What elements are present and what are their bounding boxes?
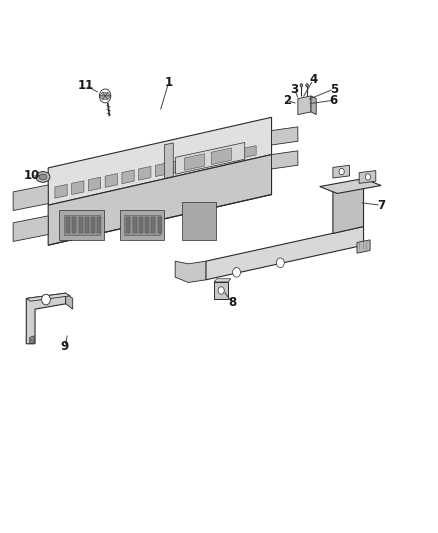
Polygon shape [91,217,95,232]
Circle shape [30,339,32,341]
Circle shape [42,294,50,305]
Polygon shape [85,217,89,232]
Polygon shape [211,148,231,165]
Polygon shape [105,96,111,100]
Polygon shape [189,156,201,169]
Polygon shape [311,96,316,115]
Polygon shape [126,217,131,232]
Polygon shape [272,127,298,145]
Polygon shape [298,96,311,115]
Polygon shape [155,163,168,176]
Polygon shape [139,166,151,180]
Polygon shape [320,179,381,193]
Polygon shape [178,160,190,172]
Text: 6: 6 [330,94,338,107]
Polygon shape [105,92,111,96]
Polygon shape [66,293,73,309]
Circle shape [276,258,284,268]
Polygon shape [48,117,272,205]
Circle shape [233,268,240,277]
Polygon shape [184,154,205,171]
Circle shape [306,84,308,87]
Polygon shape [102,92,108,96]
Polygon shape [102,96,108,100]
Polygon shape [55,184,67,198]
Polygon shape [158,217,162,232]
Polygon shape [97,217,101,232]
Polygon shape [66,217,70,232]
Text: 7: 7 [377,199,385,212]
Polygon shape [357,240,370,253]
Polygon shape [105,174,117,188]
Polygon shape [206,152,218,166]
Polygon shape [333,181,364,233]
Polygon shape [99,92,105,96]
Text: 11: 11 [77,79,94,92]
Polygon shape [175,261,206,282]
Text: 5: 5 [330,83,338,95]
Polygon shape [30,336,34,344]
Polygon shape [172,159,184,173]
Polygon shape [99,96,105,100]
Polygon shape [13,185,48,211]
Polygon shape [60,209,104,240]
Polygon shape [152,217,155,232]
Polygon shape [48,155,272,245]
Polygon shape [120,209,164,240]
Text: 1: 1 [165,76,173,89]
Polygon shape [72,217,76,232]
Polygon shape [139,217,143,232]
Text: 9: 9 [61,340,69,353]
Polygon shape [176,142,245,174]
Circle shape [339,168,344,175]
Polygon shape [26,293,66,344]
Polygon shape [78,217,83,232]
Polygon shape [64,215,99,235]
Polygon shape [244,146,256,158]
Ellipse shape [36,172,50,182]
Circle shape [218,287,224,294]
Ellipse shape [39,174,47,180]
Circle shape [365,174,371,180]
Polygon shape [26,293,70,301]
Polygon shape [214,279,231,282]
Circle shape [300,84,303,87]
Polygon shape [272,151,298,169]
Polygon shape [214,282,228,299]
Polygon shape [164,143,173,179]
Polygon shape [13,216,48,241]
Text: 4: 4 [309,74,317,86]
Polygon shape [88,177,101,191]
Text: 2: 2 [283,94,291,107]
Polygon shape [133,217,137,232]
Polygon shape [333,165,350,178]
Circle shape [33,339,35,341]
Polygon shape [206,227,364,280]
Polygon shape [194,156,207,168]
Text: 3: 3 [290,83,298,95]
Polygon shape [124,215,160,235]
Polygon shape [223,148,235,162]
Polygon shape [182,202,215,240]
Text: 8: 8 [228,296,236,309]
Polygon shape [359,171,376,183]
Polygon shape [211,153,223,165]
Polygon shape [227,149,240,161]
Polygon shape [72,181,84,195]
Polygon shape [145,217,149,232]
Polygon shape [122,170,134,184]
Text: 10: 10 [23,169,40,182]
